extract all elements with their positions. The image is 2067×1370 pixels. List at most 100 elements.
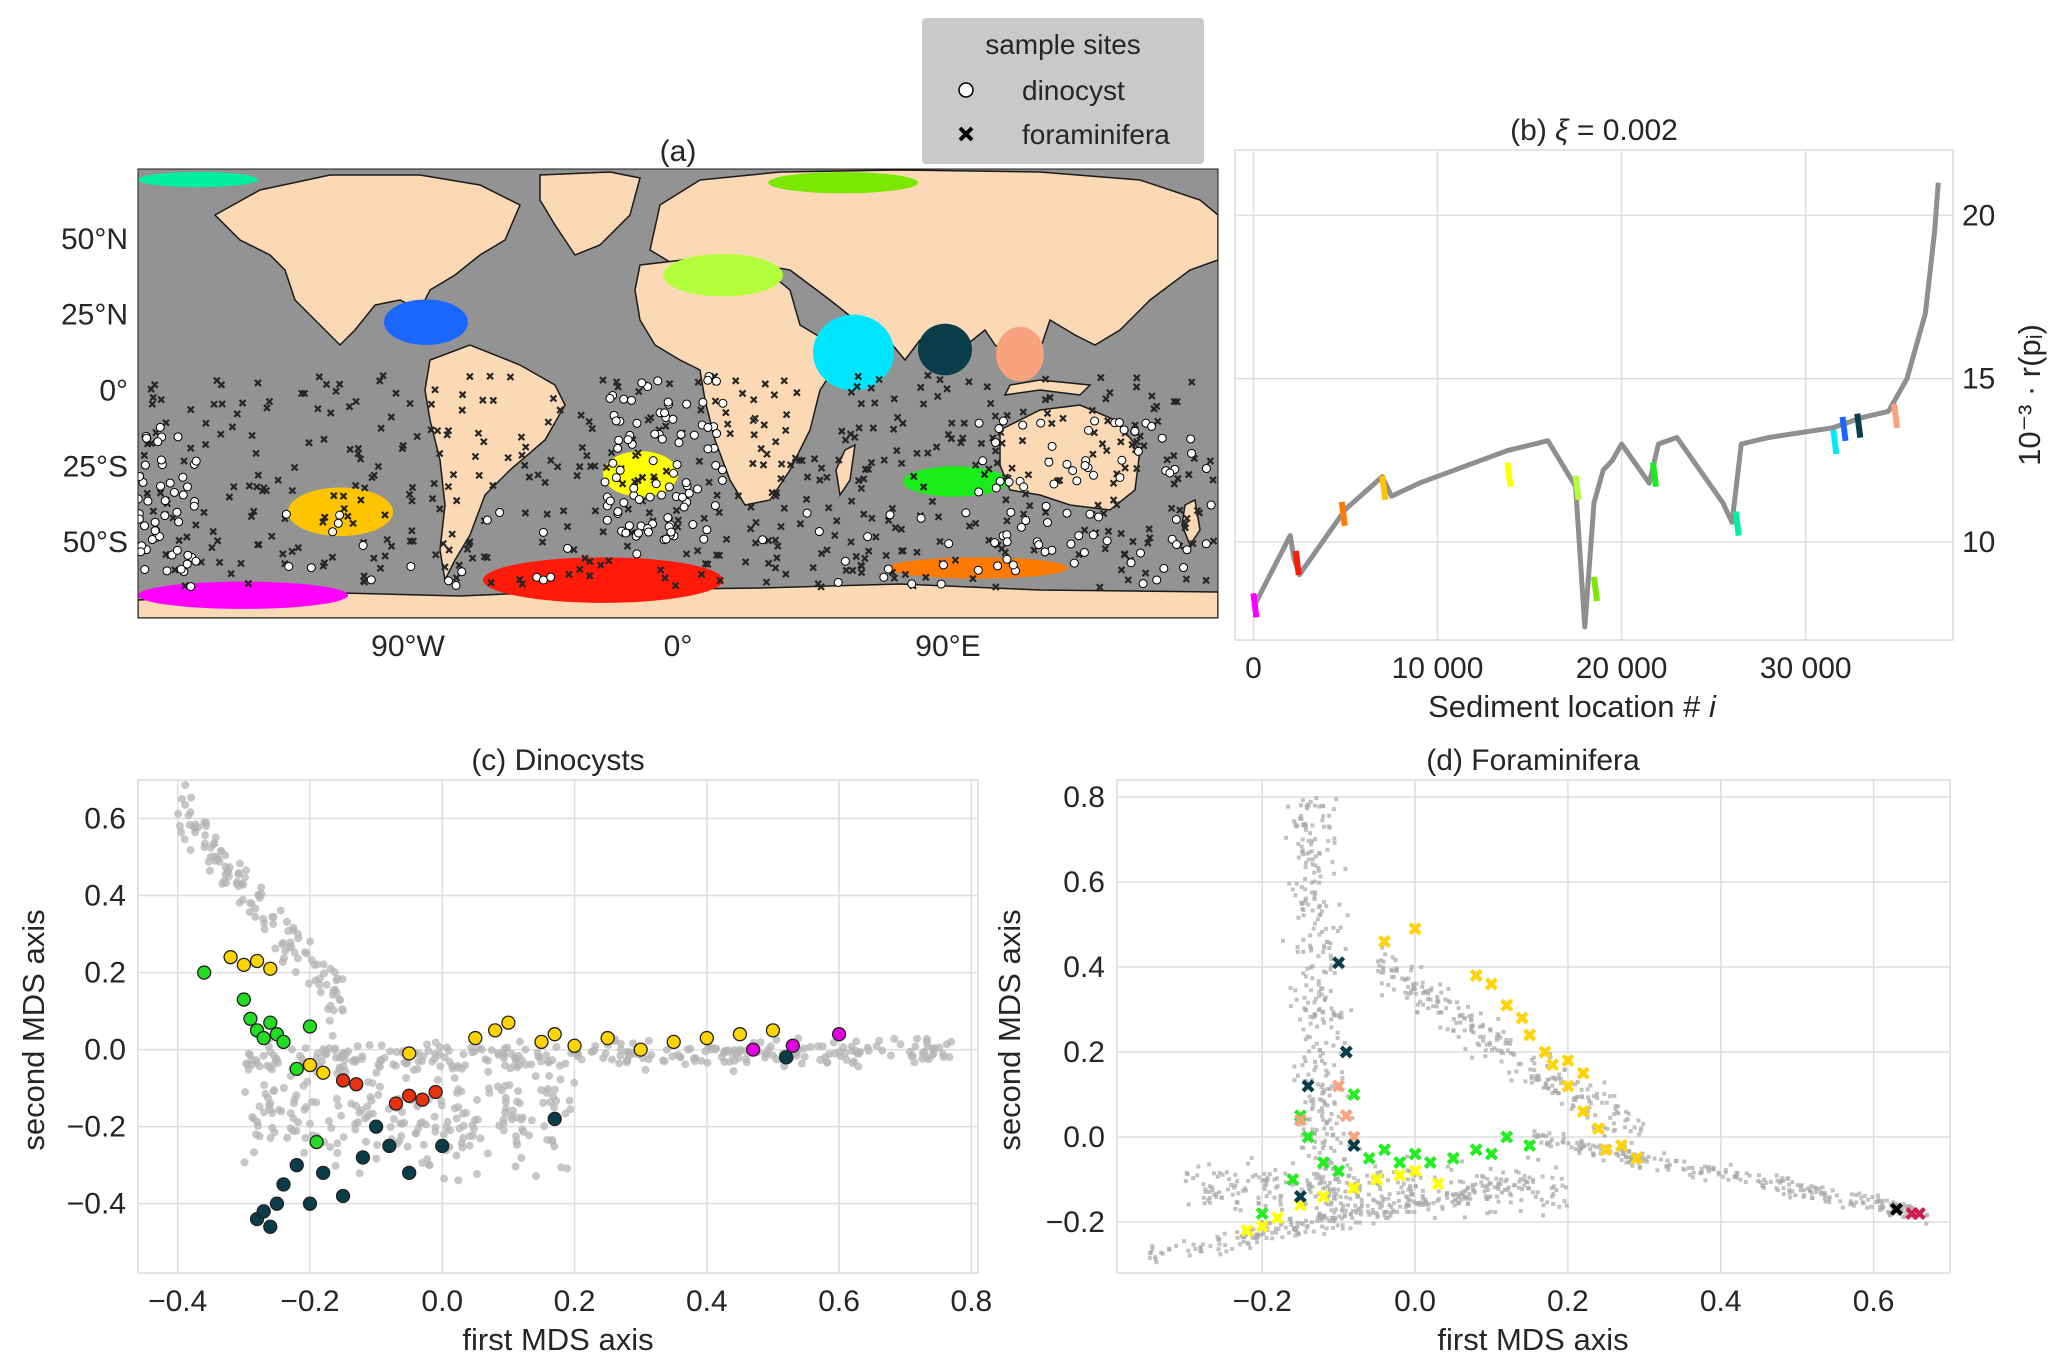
- background-point: [1456, 1006, 1461, 1011]
- dinocyst-site: [1090, 416, 1100, 426]
- data-point: [1393, 1168, 1407, 1182]
- dinocyst-site: [1115, 472, 1125, 482]
- dinocyst-site: [563, 543, 573, 553]
- background-point: [269, 920, 278, 929]
- background-point: [1496, 1199, 1501, 1204]
- background-point: [527, 1116, 536, 1125]
- background-point: [1308, 933, 1313, 938]
- background-point: [1317, 989, 1322, 994]
- foraminifera-site: [360, 572, 368, 580]
- highlight-segment: [1379, 475, 1389, 501]
- background-point: [1456, 1194, 1461, 1199]
- data-point: [567, 1038, 582, 1053]
- background-point: [1327, 945, 1332, 950]
- background-point: [1532, 1133, 1537, 1138]
- region-gulf-of-mexico: [384, 299, 468, 345]
- background-point: [1591, 1153, 1596, 1158]
- dinocyst-site: [1062, 459, 1072, 469]
- foraminifera-site: [576, 565, 584, 574]
- foraminifera-site: [387, 413, 396, 421]
- background-point: [1332, 1063, 1337, 1068]
- background-point: [1287, 881, 1292, 886]
- background-point: [1849, 1192, 1854, 1197]
- background-point: [1774, 1173, 1779, 1178]
- background-point: [1630, 1163, 1635, 1168]
- background-point: [264, 1042, 273, 1051]
- background-point: [1611, 1121, 1616, 1126]
- foraminifera-site: [585, 572, 594, 580]
- legend: sample sites dinocyst foraminifera: [922, 18, 1204, 164]
- foraminifera-site: [705, 478, 713, 487]
- background-point: [1332, 840, 1337, 845]
- background-point: [1593, 1113, 1598, 1118]
- foraminifera-site: [1128, 440, 1136, 449]
- foraminifera-site: [854, 476, 863, 485]
- foraminifera-site: [936, 537, 944, 546]
- background-point: [428, 1057, 437, 1066]
- background-point: [854, 1062, 863, 1071]
- background-point: [1211, 1171, 1216, 1176]
- background-point: [1462, 1215, 1467, 1220]
- background-point: [1412, 1210, 1417, 1215]
- highlight-segment: [1292, 550, 1302, 576]
- dinocyst-site: [138, 547, 146, 557]
- background-point: [728, 1050, 737, 1059]
- background-point: [1472, 1190, 1477, 1195]
- background-point: [1373, 1164, 1378, 1169]
- background-point: [1781, 1192, 1786, 1197]
- data-point: [1316, 1190, 1330, 1203]
- background-point: [242, 866, 251, 875]
- foraminifera-site: [661, 574, 669, 582]
- background-point: [1544, 1134, 1549, 1139]
- series-crimson: [1905, 1207, 1926, 1220]
- y-tick-label: −0.4: [67, 1188, 126, 1221]
- data-point: [1332, 1164, 1346, 1178]
- background-point: [1335, 1223, 1340, 1228]
- foraminifera-site: [213, 376, 221, 385]
- foraminifera-site: [817, 464, 826, 472]
- dinocyst-site: [191, 556, 201, 566]
- legend-title: sample sites: [985, 29, 1141, 60]
- background-point: [1462, 1195, 1467, 1200]
- background-point: [1273, 1167, 1278, 1172]
- background-point: [1214, 1194, 1219, 1199]
- foraminifera-site: [149, 393, 158, 402]
- background-point: [1480, 1173, 1485, 1178]
- dinocyst-site: [710, 501, 720, 511]
- background-point: [1498, 1177, 1503, 1182]
- background-point: [1319, 986, 1324, 991]
- foraminifera-site: [149, 507, 158, 515]
- background-point: [1265, 1175, 1270, 1180]
- dinocyst-site: [1006, 507, 1016, 517]
- background-point: [259, 1051, 268, 1060]
- background-point: [1340, 1223, 1345, 1228]
- background-point: [353, 1118, 362, 1127]
- dinocyst-site: [328, 527, 338, 537]
- background-point: [1343, 1189, 1348, 1194]
- dinocyst-site: [1138, 579, 1148, 589]
- background-point: [1320, 1009, 1325, 1014]
- foraminifera-site: [612, 378, 621, 386]
- background-point: [1498, 1035, 1503, 1040]
- map-x-tick: 0°: [664, 630, 693, 663]
- background-point: [1545, 1142, 1550, 1147]
- foraminifera-site: [1133, 464, 1141, 473]
- background-point: [176, 821, 185, 830]
- background-point: [1620, 1148, 1625, 1153]
- background-point: [1321, 969, 1326, 974]
- background-point: [1340, 1207, 1345, 1212]
- background-point: [1445, 1027, 1450, 1032]
- dinocyst-site: [632, 549, 642, 559]
- data-point: [1339, 1109, 1353, 1123]
- panel-d-title: (d) Foraminifera: [1426, 744, 1640, 777]
- data-point: [428, 1084, 443, 1100]
- data-point: [1890, 1202, 1903, 1216]
- data-point: [256, 1030, 271, 1046]
- background-point: [515, 1061, 524, 1070]
- background-point: [1328, 1145, 1333, 1150]
- background-point: [328, 990, 337, 999]
- dinocyst-site: [634, 494, 644, 504]
- background-point: [1329, 1208, 1334, 1213]
- background-point: [1585, 1115, 1590, 1120]
- x-axis-label-d: first MDS axis: [1437, 1322, 1628, 1357]
